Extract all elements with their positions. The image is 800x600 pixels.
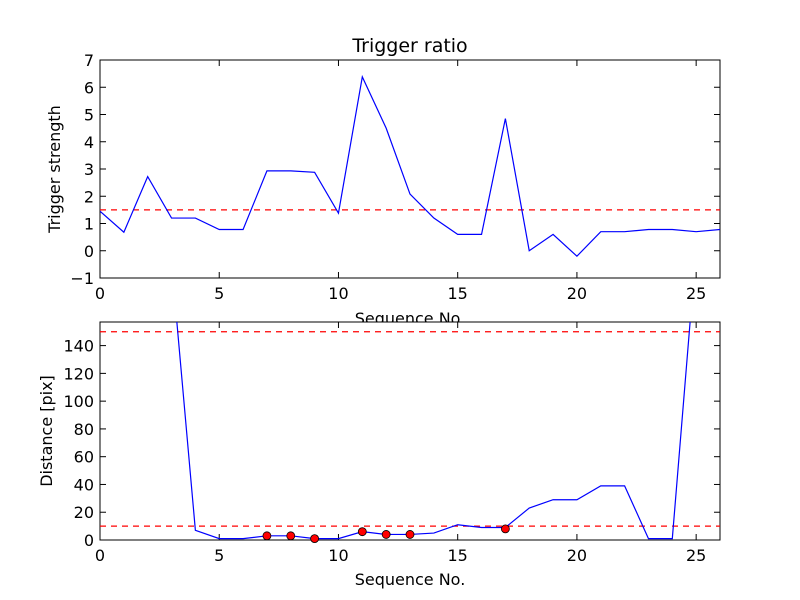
y-tick-label: 3 [84,160,94,179]
x-tick-label: 15 [448,546,468,565]
y-tick-label: 60 [74,448,94,467]
y-tick-label: 5 [84,106,94,125]
y-tick-label: 20 [74,503,94,522]
x-tick-label: 15 [448,284,468,303]
y-axis-label-bottom: Distance [pix] [37,375,56,487]
y-tick-label: 100 [63,392,94,411]
series-line [100,74,720,258]
y-tick-label: 80 [74,420,94,439]
chart-distance: 0 5 10 15 20 25 0 20 40 60 80 100 120 140 Sequence N… [37,321,721,589]
series-trigger-strength [100,74,720,258]
data-point-marker [262,531,272,541]
x-tick-label: 20 [567,546,587,565]
y-tick-label: 1 [84,215,94,234]
y-tick-label: 6 [84,78,94,97]
series-distance [176,322,691,540]
y-tick-label: −1 [70,269,94,288]
x-tick-label: 25 [686,546,706,565]
x-tick-label: 10 [328,546,348,565]
y-tick-label: 2 [84,187,94,206]
y-tick-label: 4 [84,133,94,152]
y-axis-ticks-top: −1 0 1 2 3 4 5 6 7 [70,51,720,288]
x-tick-label: 5 [214,284,224,303]
data-point-marker [286,531,296,541]
data-point-marker [500,524,510,534]
threshold-lines-bottom [100,331,720,527]
y-tick-label: 0 [84,242,94,261]
data-point-marker [405,530,415,539]
plot-area-bottom [99,321,721,541]
x-axis-ticks-top: 0 5 10 15 20 25 [95,60,706,303]
y-axis-ticks-bottom: 0 20 40 60 80 100 120 140 [63,337,720,550]
y-tick-label: 120 [63,364,94,383]
x-tick-label: 20 [567,284,587,303]
y-tick-label: 0 [84,531,94,550]
plot-area-top [99,59,721,279]
x-tick-label: 0 [95,546,105,565]
x-tick-label: 10 [328,284,348,303]
y-tick-label: 40 [74,475,94,494]
y-axis-label-top: Trigger strength [45,105,64,234]
x-tick-label: 5 [214,546,224,565]
chart-title: Trigger ratio [351,35,467,57]
y-tick-label: 140 [63,337,94,356]
data-point-marker [310,534,320,544]
x-axis-label-bottom: Sequence No. [355,570,466,589]
data-point-marker [357,527,367,537]
x-tick-label: 25 [686,284,706,303]
x-axis-ticks-bottom: 0 5 10 15 20 25 [95,322,706,565]
x-tick-label: 0 [95,284,105,303]
data-point-marker [381,530,391,539]
series-line [176,322,691,540]
marker-points [262,524,510,544]
y-tick-label: 7 [84,51,94,70]
